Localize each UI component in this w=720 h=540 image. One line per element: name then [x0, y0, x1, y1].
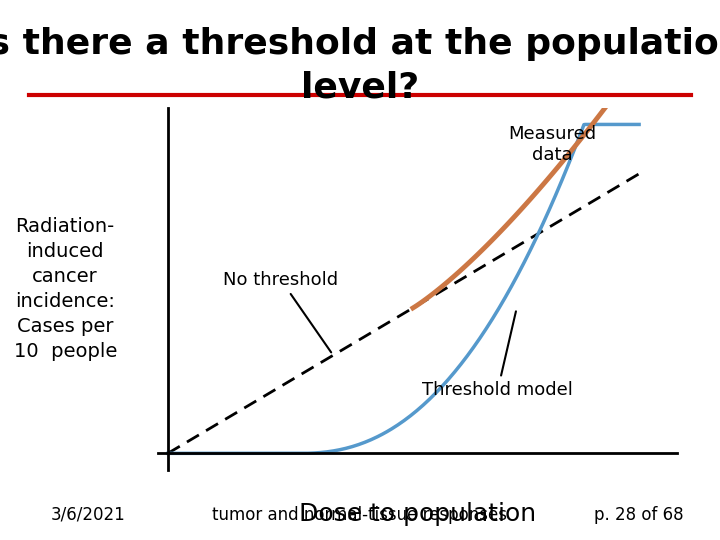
- Text: No threshold: No threshold: [223, 271, 338, 353]
- Text: Is there a threshold at the population: Is there a threshold at the population: [0, 27, 720, 61]
- Text: p. 28 of 68: p. 28 of 68: [595, 506, 684, 524]
- Text: tumor and normal-tissue responses: tumor and normal-tissue responses: [212, 506, 508, 524]
- Text: Threshold model: Threshold model: [422, 312, 573, 399]
- Text: Measured
data: Measured data: [508, 125, 596, 164]
- Text: Radiation-
induced
cancer
incidence:
Cases per
10  people: Radiation- induced cancer incidence: Cas…: [14, 217, 117, 361]
- Text: level?: level?: [301, 70, 419, 104]
- Text: Dose to population: Dose to population: [299, 502, 536, 526]
- Text: 3/6/2021: 3/6/2021: [50, 506, 125, 524]
